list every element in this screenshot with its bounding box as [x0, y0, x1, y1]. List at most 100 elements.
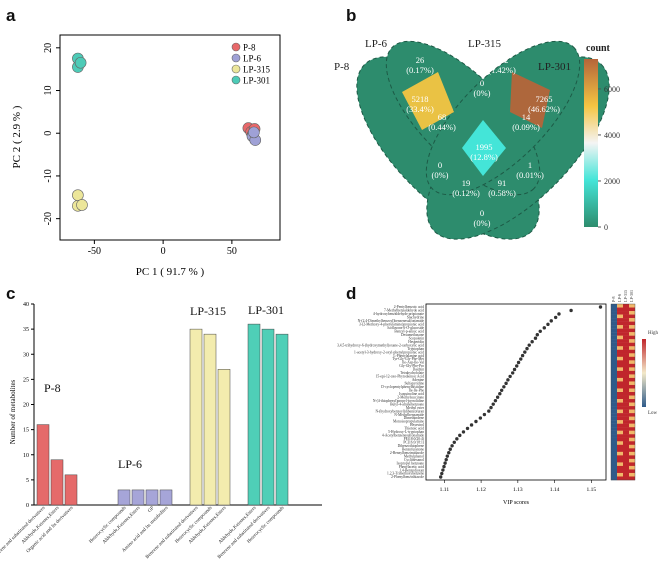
- vip-point: [438, 475, 443, 479]
- heatmap-cell: [611, 363, 617, 368]
- vip-metabolite-label: Isoflavone 6-O-glucoside: [387, 326, 424, 330]
- heatmap-cell: [617, 370, 623, 375]
- heatmap-cell: [629, 416, 635, 421]
- heatmap-cell: [623, 430, 629, 435]
- venn-region-all-highlight: [462, 120, 506, 176]
- vip-point: [458, 433, 462, 438]
- heatmap-cell: [611, 469, 617, 474]
- vip-metabolite-label: 1-acetyl-3-hydroxy-2-oxyl-phenylpropioni…: [354, 350, 424, 354]
- pca-ylabel: PC 2 ( 2.9 % ): [11, 105, 23, 168]
- heatmap-cell: [617, 402, 623, 407]
- heatmap-cell: [617, 381, 623, 386]
- bar-lp-315-0: [189, 328, 203, 506]
- heatmap-cell: [617, 392, 623, 396]
- venn-label-lp315: LP-315: [468, 38, 502, 50]
- heatmap-cell: [629, 444, 635, 449]
- heatmap-cell: [623, 381, 629, 386]
- vip-metabolite-label: N-(hydroxybenzoyl)dibenzofuran: [376, 409, 425, 413]
- venn-region-pct: (46.62%): [528, 104, 560, 114]
- vip-point: [443, 461, 447, 465]
- venn-region-count: 14: [522, 112, 531, 122]
- bar-lp-6-2: [145, 489, 159, 506]
- heatmap-scale-low: Low: [648, 411, 658, 416]
- bar-ytick-label: 0: [26, 503, 29, 509]
- heatmap-cell: [617, 307, 623, 312]
- heatmap-cell: [623, 335, 629, 340]
- heatmap-frame: [610, 303, 636, 481]
- vip-metabolite-label: Benzyl-p-anisic acid: [394, 329, 424, 333]
- heatmap-cell: [617, 314, 623, 319]
- heatmap-cell: [611, 455, 617, 460]
- venn-region-pct: (0.42%): [344, 172, 372, 182]
- heatmap-cell: [629, 318, 635, 322]
- heatmap-cell: [617, 462, 623, 467]
- vip-point: [478, 416, 483, 420]
- pca-legend-label: P-8: [243, 43, 256, 53]
- heatmap-cell: [623, 406, 629, 410]
- pca-legend-label: LP-315: [243, 65, 271, 75]
- heatmap-cell: [611, 353, 617, 357]
- heatmap-cell: [629, 321, 635, 326]
- bar-p-8-1: [50, 459, 64, 506]
- heatmap-cell: [611, 465, 617, 470]
- vip-point: [498, 392, 502, 396]
- heatmap-cell: [623, 314, 629, 319]
- vip-point: [553, 315, 558, 320]
- heatmap-cell: [623, 339, 629, 343]
- vip-point: [445, 454, 450, 458]
- heatmap-cell: [617, 465, 623, 470]
- heatmap-cell: [623, 360, 629, 365]
- heatmap-cell: [611, 304, 617, 308]
- venn-region-pct: (1.42%): [488, 65, 516, 75]
- vip-point: [440, 471, 444, 476]
- heatmap-cell: [623, 388, 629, 393]
- heatmap-cell: [629, 332, 635, 336]
- heatmap-cell: [611, 402, 617, 407]
- bar-ytick-label: 10: [23, 453, 29, 459]
- heatmap-cell: [623, 304, 629, 308]
- heatmap-cell: [623, 307, 629, 312]
- heatmap-cell: [629, 434, 635, 438]
- vip-point: [546, 322, 550, 327]
- vip-metabolite-label: N-(4-thiophenyl)propyl-pyrrolidine: [373, 399, 425, 403]
- venn-region-pct: (0.44%): [428, 122, 456, 132]
- bar-category-label: Benzene and substituted derivatives: [145, 506, 199, 560]
- vip-point: [520, 353, 525, 358]
- vip-metabolite-label: Isoquinoline acid: [399, 392, 424, 396]
- heatmap-cell: [629, 448, 635, 453]
- vip-point: [487, 409, 491, 413]
- heatmap-cell: [629, 402, 635, 407]
- heatmap-cell: [617, 455, 623, 460]
- bar-ytick-label: 40: [23, 302, 29, 308]
- heatmap-cell: [629, 353, 635, 357]
- bar-ytick-label: 5: [26, 478, 29, 484]
- pca-point-lp-301: [74, 56, 87, 69]
- heatmap-cell: [617, 395, 623, 400]
- heatmap-cell: [611, 416, 617, 421]
- heatmap-cell: [629, 367, 635, 372]
- heatmap-cell: [629, 314, 635, 319]
- heatmap-cell: [611, 448, 617, 453]
- bar-ytick-label: 15: [23, 428, 29, 434]
- vip-point: [448, 447, 452, 451]
- heatmap-cell: [629, 437, 635, 442]
- venn-region-pct: (0.12%): [452, 188, 480, 198]
- vip-metabolite-label: Ile-Asp-Ile-Val: [402, 361, 424, 365]
- heatmap-cell: [623, 465, 629, 470]
- heatmap-cell: [611, 395, 617, 400]
- vip-point: [489, 405, 493, 410]
- vip-metabolite-label: Stachydrine: [407, 316, 425, 320]
- heatmap-cell: [623, 462, 629, 467]
- heatmap-column-label: LP-6: [617, 294, 622, 302]
- heatmap-cell: [617, 416, 623, 421]
- vip-metabolite-label: PE(18:0/20:4): [404, 437, 425, 441]
- vip-point: [549, 319, 553, 323]
- bar-lp-301-1: [261, 328, 275, 506]
- vip-point: [502, 385, 506, 389]
- vip-point: [461, 430, 466, 434]
- bar-lp-6-0: [117, 489, 131, 506]
- heatmap-cell: [623, 356, 629, 361]
- heatmap-cell: [629, 392, 635, 396]
- heatmap-cell: [617, 409, 623, 414]
- vip-point: [538, 329, 542, 333]
